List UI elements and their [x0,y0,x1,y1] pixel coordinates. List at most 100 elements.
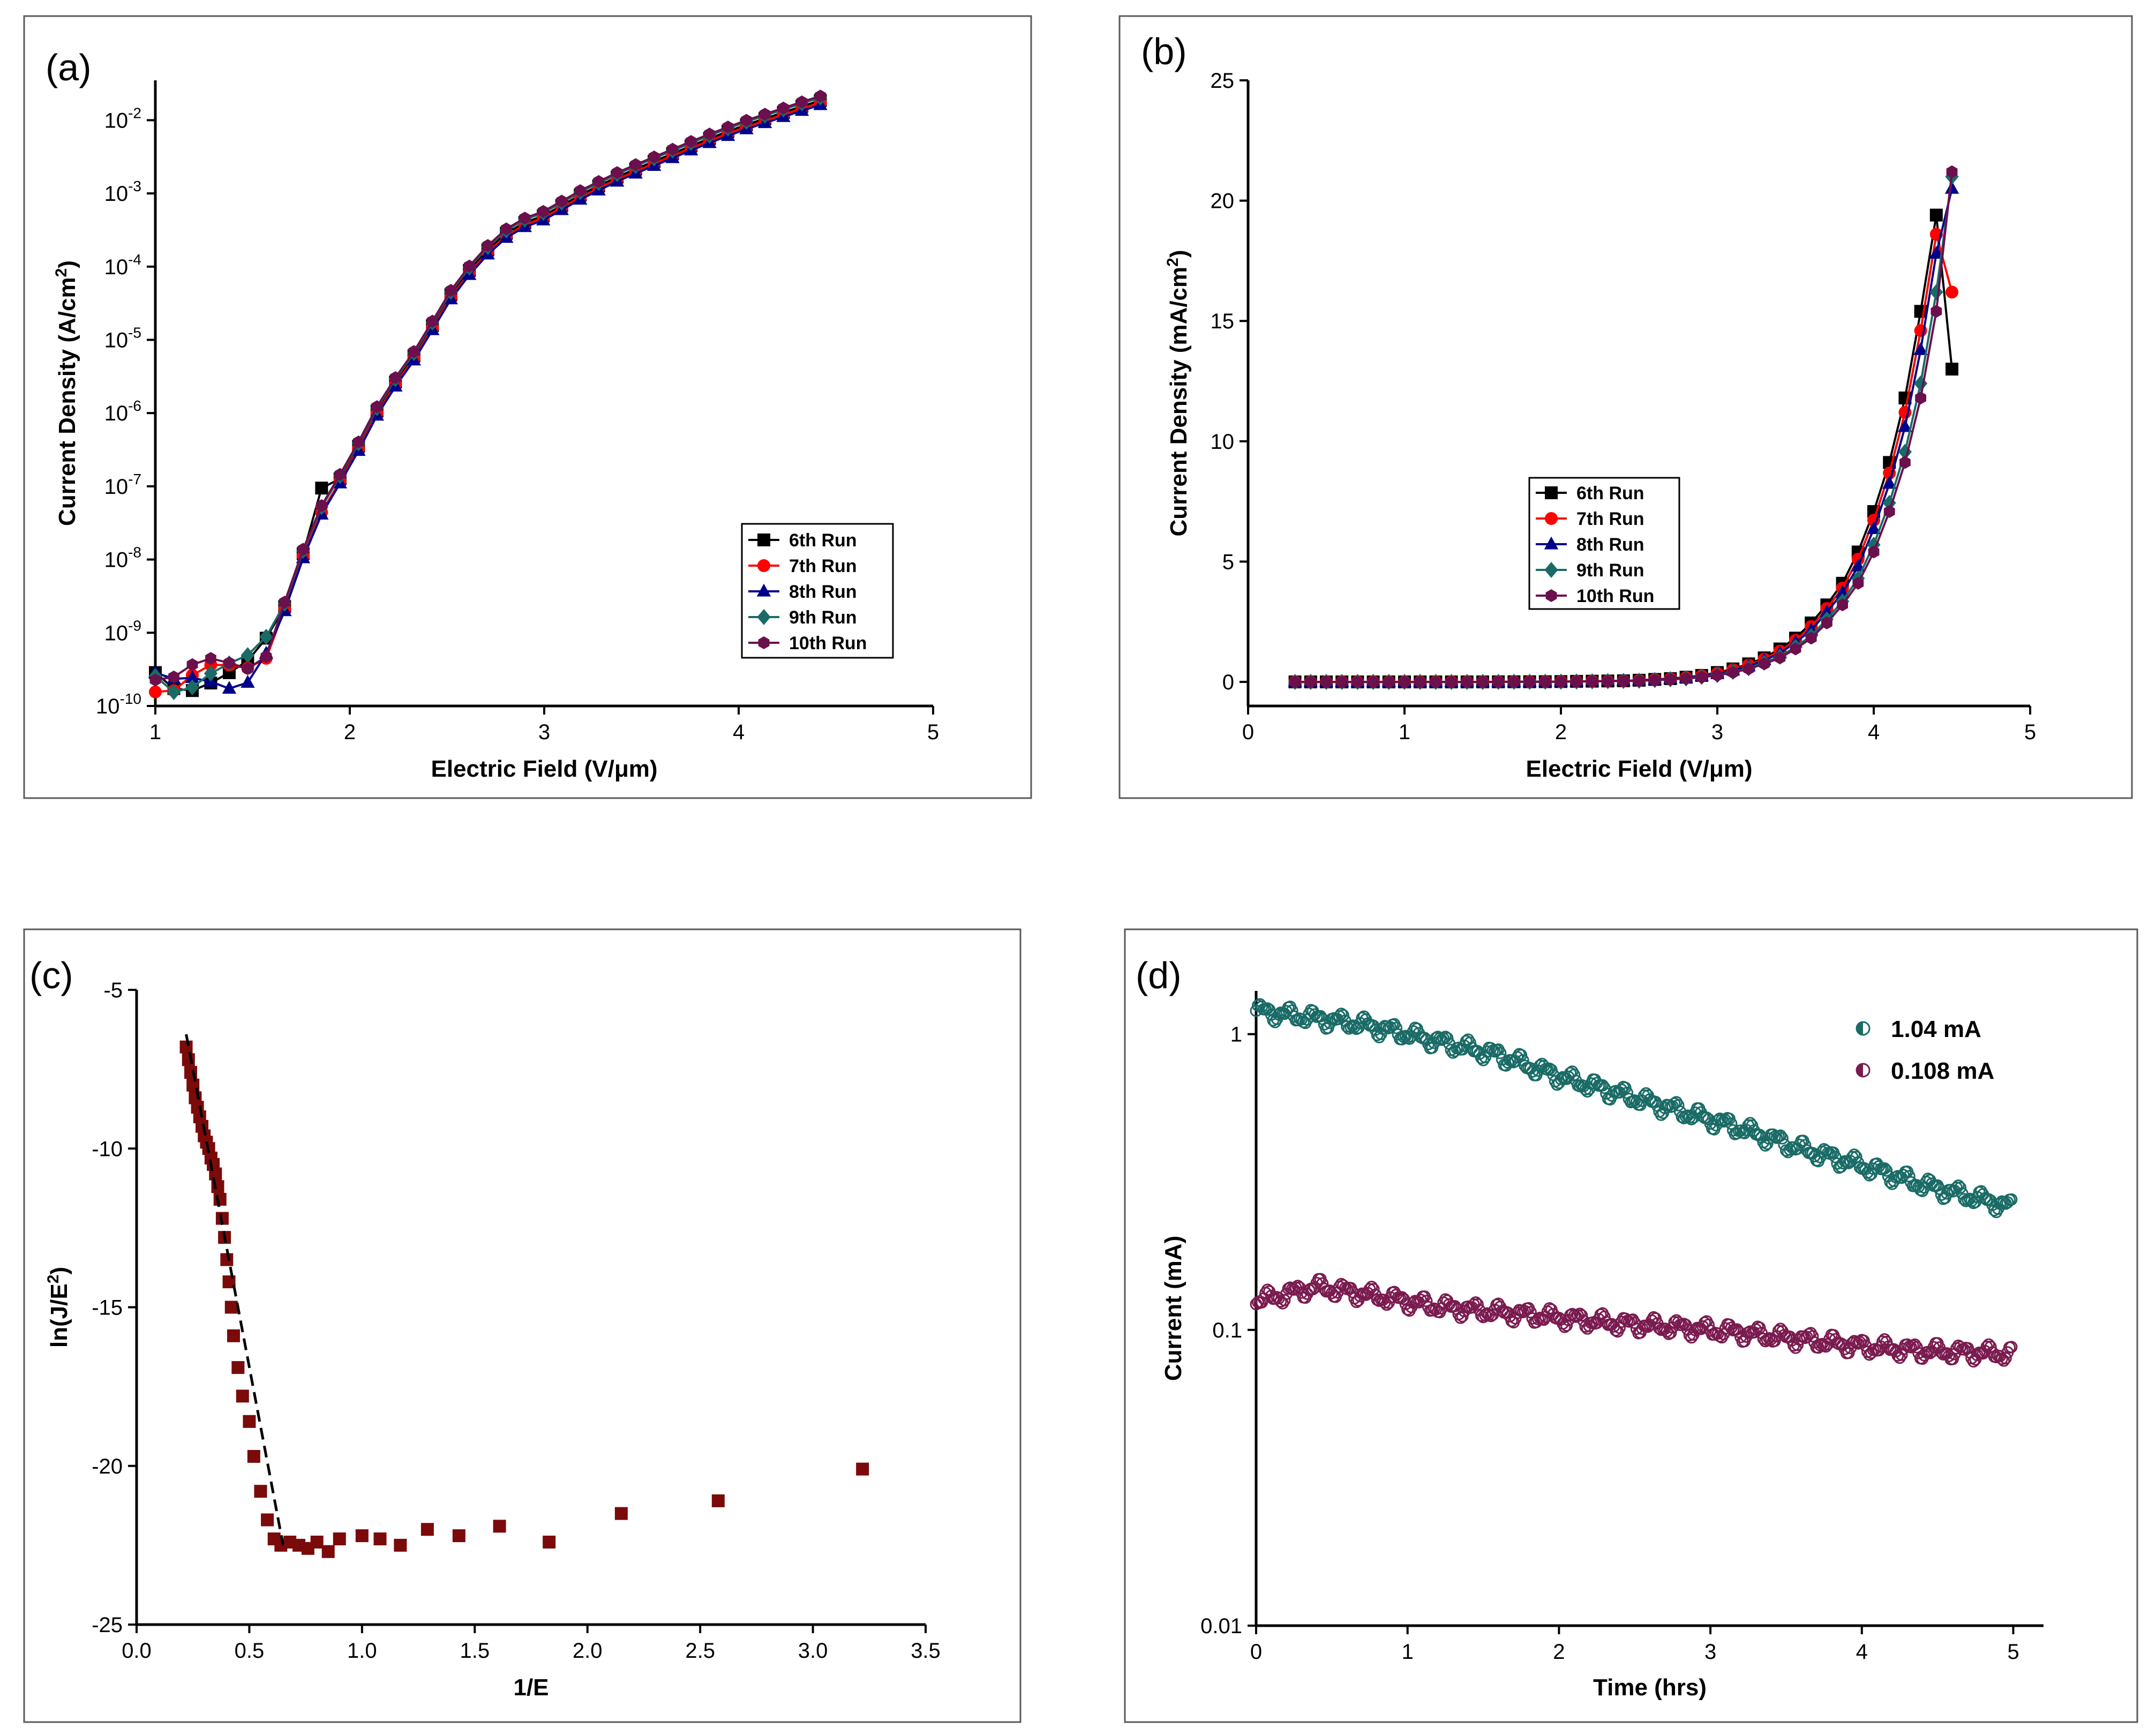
b-y-axis-title: Current Density (mA/cm2) [1164,250,1192,536]
d-series-point [1515,1304,1528,1317]
a-y-tick-base: 10 [104,182,129,206]
b-series-point [1305,675,1317,689]
d-series-point [1848,1148,1861,1161]
c-data-point [373,1532,387,1546]
d-series-point [1430,1303,1443,1316]
d-series-point [1954,1181,1966,1194]
a-series-point [408,345,420,358]
d-series-point [1797,1330,1809,1343]
d-x-tick-label: 3 [1704,1640,1716,1664]
c-data-point [179,1040,193,1054]
b-legend-label: 8th Run [1576,535,1644,555]
a-y-tick-exp: -5 [128,324,141,341]
a-series-point [205,652,216,665]
b-series-point [1618,674,1629,688]
b-series-point [1352,675,1363,689]
c-data-point [310,1535,324,1549]
d-series-point [1441,1032,1454,1044]
a-series-point [722,121,734,134]
d-series-point [1484,1042,1497,1055]
a-series-point [537,205,549,218]
d-series-point [1952,1179,1965,1192]
a-series-point [186,658,198,671]
b-series-point [1711,668,1723,682]
b-legend-marker [1545,512,1558,525]
a-y-tick-exp: -8 [128,544,141,561]
d-series-point [1569,1310,1582,1323]
panel-c-label: (c) [29,955,73,996]
b-series-point [1571,675,1582,688]
b-y-axis-title-main: Current Density (mA/cm [1166,267,1192,537]
d-series-point [1982,1338,1995,1351]
d-series-point [1433,1032,1446,1045]
b-series-point [1882,476,1897,489]
d-series-point [1337,1009,1349,1021]
a-y-tick-exp: -4 [128,251,141,268]
a-series-point [463,259,475,273]
c-data-point [231,1361,245,1374]
b-series-point [1414,675,1426,689]
a-series-point [241,675,255,688]
chart-b: 0 1 2 3 4 5 0 5 10 15 20 25 Electric Field (V/μm) Cur… [1164,69,2036,782]
chart-d: 0 1 2 3 4 5 0.01 0.1 1 Time (hrs) Current (mA) 1.04… [1160,991,2044,1701]
d-series-point [1469,1296,1482,1309]
a-series-point [185,679,199,696]
c-y-axis-title-end: ) [46,1267,72,1275]
b-legend-marker [1545,486,1558,499]
b-series-point [1868,545,1880,559]
a-series-point [297,543,309,556]
b-x-tick-label: 5 [2024,720,2036,744]
b-series-point [1946,285,1958,299]
d-series-point [1519,1305,1531,1318]
a-y-tick-exp: -10 [120,690,141,707]
c-data-point [420,1523,434,1536]
d-series-point [2005,1341,2018,1354]
d-series-point [1524,1306,1537,1319]
b-legend-label: 7th Run [1576,509,1644,529]
d-series-point [1774,1322,1787,1335]
b-series-point [1759,657,1770,671]
c-data-point [213,1193,227,1206]
d-x-tick-label: 1 [1402,1640,1414,1664]
b-series-point [1446,675,1457,689]
a-series-point [260,650,272,663]
c-y-axis-title-sup: 2 [44,1275,62,1284]
c-data-point [243,1415,256,1428]
d-y-tick-label: 0.1 [1212,1319,1242,1342]
d-series-point [1439,1031,1452,1043]
b-series-point [1430,675,1441,689]
d-series-point [1685,1331,1698,1344]
a-series-point [242,662,253,675]
a-y-tick-base: 10 [104,475,129,499]
a-series-point [316,499,327,512]
chart-a: 1 2 3 4 510-1010-910-810-710-610-510-410-310… [52,80,939,782]
c-y-tick-label: -25 [92,1613,123,1637]
a-legend-label: 7th Run [789,556,857,576]
a-series-point [334,468,346,481]
a-series-point [796,95,808,109]
panel-b-label: (b) [1141,31,1187,72]
a-series-point [630,158,641,171]
a-x-tick-label: 5 [927,720,939,744]
a-x-axis-title: Electric Field (V/μm) [431,756,657,782]
d-series-point [1852,1337,1865,1350]
c-y-tick-label: -5 [103,979,123,1002]
d-series-point [1967,1355,1980,1368]
c-data-point [236,1389,249,1403]
d-series-point [1278,1294,1291,1306]
b-series-point [1539,675,1551,688]
b-y-axis-title-sup: 2 [1164,258,1182,267]
d-series-point [1515,1049,1528,1062]
a-y-axis-title-sup: 2 [52,268,70,277]
b-series-point [1492,675,1504,688]
b-series-point [1899,456,1911,469]
b-x-axis-title: Electric Field (V/μm) [1526,756,1752,782]
a-series-point [241,647,255,664]
c-data-point [711,1494,725,1507]
a-y-tick-label: 10-4 [104,251,141,279]
panel-b-frame [1118,15,2133,799]
b-series-point [1913,342,1928,355]
b-series-point [1477,675,1489,689]
b-legend-label: 6th Run [1576,483,1644,503]
